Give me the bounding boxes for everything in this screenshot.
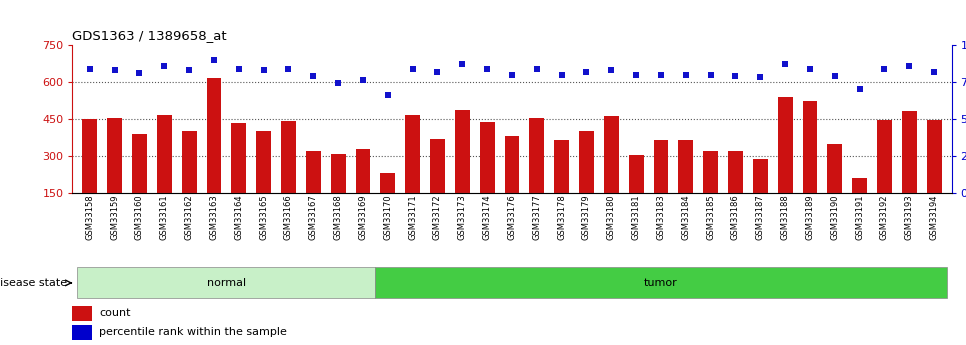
Bar: [803, 101, 817, 230]
Bar: [376, 267, 947, 298]
Bar: [579, 131, 594, 230]
Point: [827, 73, 842, 79]
Point: [629, 72, 644, 77]
Bar: [381, 174, 395, 230]
Point: [430, 69, 445, 74]
Bar: [604, 116, 619, 230]
Point: [281, 66, 297, 71]
Bar: [306, 151, 321, 230]
Bar: [926, 119, 942, 230]
Text: GDS1363 / 1389658_at: GDS1363 / 1389658_at: [72, 29, 227, 42]
Bar: [355, 149, 370, 230]
Point: [802, 66, 817, 71]
Bar: [778, 97, 792, 230]
Bar: [72, 325, 92, 339]
Point: [207, 57, 222, 62]
Point: [355, 78, 371, 83]
Bar: [156, 115, 172, 230]
Point: [678, 72, 694, 77]
Bar: [77, 267, 376, 298]
Bar: [82, 119, 98, 230]
Bar: [405, 115, 420, 230]
Point: [504, 72, 520, 77]
Point: [604, 67, 619, 73]
Bar: [232, 123, 246, 230]
Bar: [629, 155, 643, 230]
Bar: [504, 136, 520, 230]
Bar: [107, 118, 122, 230]
Bar: [827, 144, 842, 230]
Point: [330, 81, 346, 86]
Bar: [132, 134, 147, 230]
Point: [554, 72, 569, 77]
Bar: [281, 121, 296, 230]
Text: count: count: [99, 308, 130, 318]
Point: [877, 66, 893, 71]
Text: percentile rank within the sample: percentile rank within the sample: [99, 327, 287, 337]
Point: [231, 66, 246, 71]
Point: [479, 66, 495, 71]
Bar: [529, 118, 544, 230]
Text: disease state: disease state: [0, 278, 68, 288]
Bar: [753, 159, 768, 230]
Point: [82, 66, 98, 71]
Bar: [654, 140, 668, 230]
Point: [131, 70, 147, 76]
Point: [455, 61, 470, 67]
Bar: [480, 122, 495, 230]
Bar: [902, 111, 917, 230]
Point: [156, 63, 172, 68]
Bar: [182, 131, 197, 230]
Bar: [703, 151, 718, 230]
Bar: [256, 131, 271, 230]
Point: [182, 67, 197, 73]
Point: [256, 67, 271, 73]
Bar: [877, 120, 892, 230]
Point: [703, 72, 719, 77]
Point: [305, 73, 321, 79]
Text: tumor: tumor: [644, 278, 678, 288]
Bar: [207, 78, 221, 230]
Point: [529, 66, 545, 71]
Point: [727, 73, 743, 79]
Point: [405, 66, 420, 71]
Bar: [430, 139, 445, 230]
Bar: [554, 140, 569, 230]
Point: [653, 72, 668, 77]
Point: [778, 61, 793, 67]
Point: [107, 67, 123, 73]
Point: [579, 69, 594, 74]
Point: [380, 92, 395, 98]
Point: [753, 75, 768, 80]
Bar: [72, 306, 92, 321]
Point: [901, 63, 917, 68]
Bar: [852, 178, 867, 230]
Point: [852, 87, 867, 92]
Text: normal: normal: [207, 278, 246, 288]
Point: [926, 69, 942, 74]
Bar: [330, 154, 346, 230]
Bar: [455, 110, 469, 230]
Bar: [678, 140, 694, 230]
Bar: [728, 151, 743, 230]
